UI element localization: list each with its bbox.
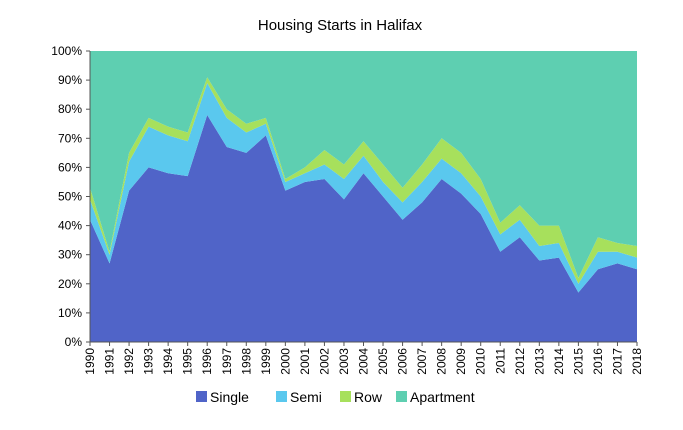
x-tick-label: 2016: [591, 348, 605, 375]
x-tick-label: 1990: [83, 348, 97, 375]
x-tick-label: 1994: [161, 348, 175, 375]
area-single: [90, 115, 637, 343]
x-tick-label: 1995: [181, 348, 195, 375]
x-tick-label: 2015: [571, 348, 585, 375]
y-tick-label: 50%: [58, 190, 82, 204]
x-tick-label: 2008: [435, 348, 449, 375]
x-tick-label: 2001: [298, 348, 312, 375]
y-tick-label: 100%: [51, 44, 82, 58]
x-tick-label: 2010: [474, 348, 488, 375]
chart-title: Housing Starts in Halifax: [258, 17, 423, 34]
area-layer: [90, 51, 637, 343]
x-tick-label: 2009: [454, 348, 468, 375]
x-tick-label: 2018: [630, 348, 644, 375]
y-tick-label: 80%: [58, 102, 82, 116]
x-tick-label: 2013: [532, 348, 546, 375]
area-semi: [90, 83, 637, 293]
legend-label-single: Single: [210, 389, 249, 405]
x-tick-label: 2003: [337, 348, 351, 375]
legend-swatch-apartment: [396, 391, 407, 402]
legend-label-row: Row: [354, 389, 383, 405]
x-tick-label: 2002: [317, 348, 331, 375]
y-tick-label: 0%: [65, 335, 83, 349]
x-tick-label: 2000: [278, 348, 292, 375]
legend-swatch-row: [340, 391, 351, 402]
y-tick-label: 60%: [58, 160, 82, 174]
y-tick-label: 90%: [58, 73, 82, 87]
x-tick-label: 1996: [200, 348, 214, 375]
x-tick-label: 1993: [142, 348, 156, 375]
x-tick-label: 1991: [103, 348, 117, 375]
x-tick-label: 2006: [396, 348, 410, 375]
x-tick-label: 2004: [357, 348, 371, 375]
area-row: [90, 77, 637, 284]
x-tick-label: 2017: [610, 348, 624, 375]
area-apartment: [90, 51, 637, 278]
y-axis: 0% 10% 20% 30% 40% 50% 60% 70% 80% 90% 100%: [51, 44, 91, 349]
x-axis: 1990 1991 1992 1993 1994 1995 1996 1997 1998 1999…: [83, 341, 644, 375]
legend-label-apartment: Apartment: [410, 389, 475, 405]
x-tick-label: 2011: [493, 348, 507, 374]
legend-swatch-single: [196, 391, 207, 402]
x-tick-label: 2005: [376, 348, 390, 375]
legend: Single Semi Row Apartment: [196, 389, 475, 405]
y-tick-label: 70%: [58, 131, 82, 145]
legend-swatch-semi: [276, 391, 287, 402]
y-tick-label: 20%: [58, 277, 82, 291]
x-tick-label: 2007: [415, 348, 429, 375]
x-tick-label: 1999: [259, 348, 273, 375]
x-tick-label: 1998: [239, 348, 253, 375]
x-tick-label: 1992: [122, 348, 136, 375]
legend-label-semi: Semi: [290, 389, 322, 405]
y-tick-label: 10%: [58, 306, 82, 320]
x-tick-label: 2012: [513, 348, 527, 375]
y-tick-label: 30%: [58, 248, 82, 262]
y-tick-label: 40%: [58, 219, 82, 233]
x-tick-label: 2014: [552, 348, 566, 375]
x-tick-label: 1997: [220, 348, 234, 375]
